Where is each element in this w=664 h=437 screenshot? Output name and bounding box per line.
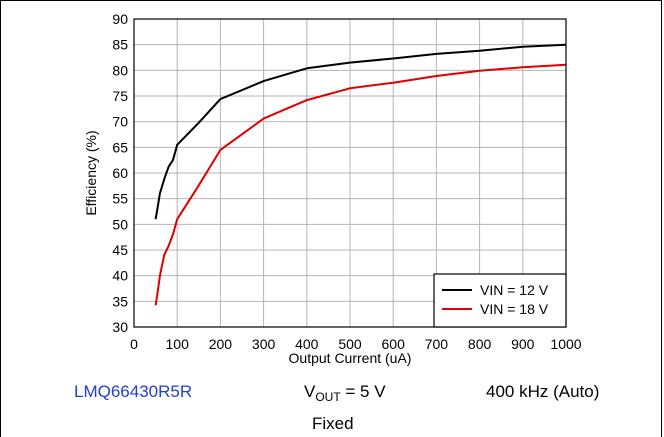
x-tick-label: 900 xyxy=(511,336,535,352)
series-line-1 xyxy=(154,43,567,220)
legend-label-2: VIN = 18 V xyxy=(480,301,549,317)
y-tick-label: 30 xyxy=(112,319,128,335)
series-layer xyxy=(154,43,567,306)
y-tick-label: 40 xyxy=(112,268,128,284)
x-tick-label: 100 xyxy=(166,336,190,352)
vout-value: = 5 V xyxy=(340,382,386,401)
x-tick-label: 600 xyxy=(382,336,406,352)
x-axis-label: Output Current (uA) xyxy=(289,350,412,366)
legend: VIN = 12 V VIN = 18 V xyxy=(433,273,567,328)
legend-box xyxy=(433,273,567,328)
x-tick-label: 400 xyxy=(295,336,319,352)
x-tick-label: 800 xyxy=(468,336,492,352)
y-tick-label: 85 xyxy=(112,37,128,53)
y-tick-label: 60 xyxy=(112,165,128,181)
y-tick-label: 50 xyxy=(112,216,128,232)
part-name: LMQ66430R5R xyxy=(74,382,193,401)
plot-border xyxy=(133,18,567,328)
x-tick-label: 700 xyxy=(425,336,449,352)
y-axis-label: Efficiency (%) xyxy=(83,130,99,215)
vout-label: VOUT = 5 V xyxy=(304,382,386,404)
y-tick-label: 55 xyxy=(112,191,128,207)
legend-label-1: VIN = 12 V xyxy=(480,282,549,298)
frequency-label: 400 kHz (Auto) xyxy=(486,382,600,401)
x-tick-label: 300 xyxy=(252,336,276,352)
series-line-2 xyxy=(154,63,567,306)
vout-subscript: OUT xyxy=(315,390,341,404)
y-tick-label: 65 xyxy=(112,139,128,155)
y-tick-label: 90 xyxy=(112,11,128,27)
x-tick-label: 1000 xyxy=(550,336,581,352)
y-tick-label: 70 xyxy=(112,114,128,130)
x-tick-label: 0 xyxy=(130,336,138,352)
y-tick-label: 80 xyxy=(112,62,128,78)
x-tick-label: 200 xyxy=(209,336,233,352)
y-tick-label: 35 xyxy=(112,293,128,309)
y-tick-label: 45 xyxy=(112,242,128,258)
mode-label: Fixed xyxy=(312,414,354,433)
y-tick-label: 75 xyxy=(112,88,128,104)
vout-symbol: V xyxy=(304,382,316,401)
tick-labels: 0 100 200 300 400 500 600 700 800 900 1000 30 35 40 45… xyxy=(112,11,581,352)
x-tick-label: 500 xyxy=(338,336,362,352)
